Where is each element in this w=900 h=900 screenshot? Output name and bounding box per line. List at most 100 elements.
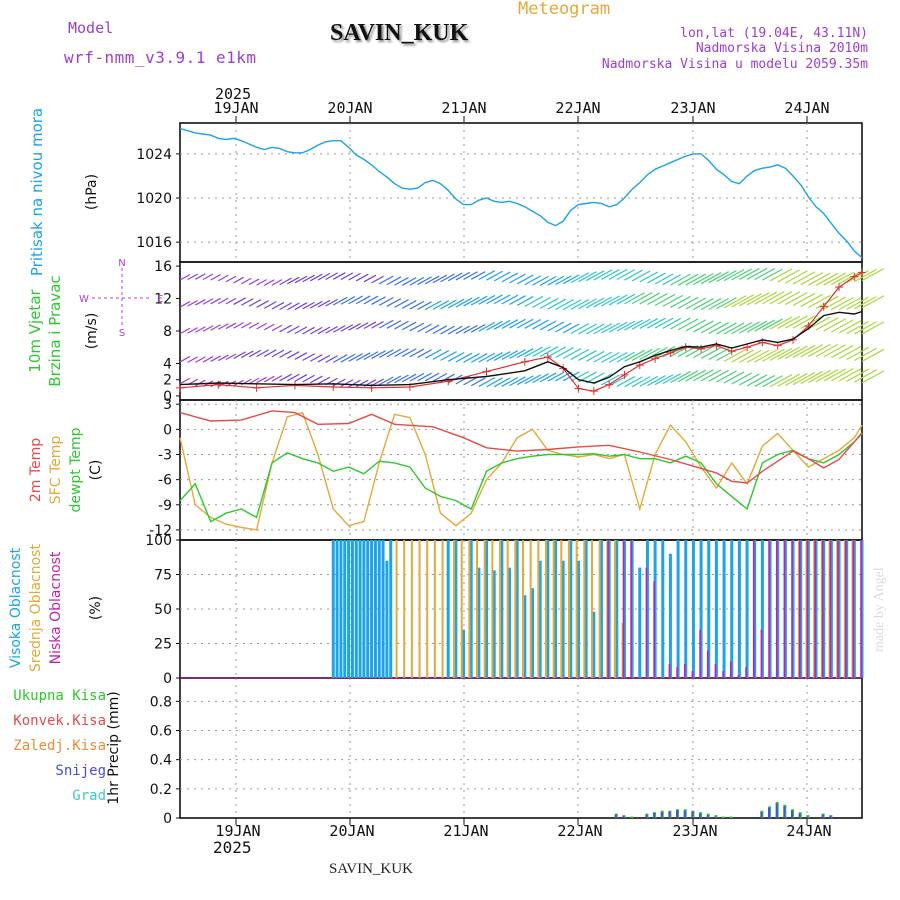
wind-barb — [516, 318, 534, 329]
wind-barb — [470, 323, 486, 333]
wind-barb — [256, 279, 267, 286]
wind-barb — [493, 319, 511, 330]
wind-barb — [225, 275, 237, 283]
wind-barb — [639, 271, 659, 283]
wind-barb — [585, 297, 605, 309]
wind-speed-line — [179, 310, 863, 387]
wind-barb — [800, 272, 823, 286]
wind-barb — [769, 347, 793, 361]
wind-barb — [739, 267, 760, 280]
wind-barb — [233, 297, 246, 305]
wind-barb — [225, 297, 237, 305]
wind-barb — [386, 276, 402, 286]
precip-bar-snow — [699, 813, 702, 818]
wind-barb — [225, 322, 237, 330]
wind-barb — [470, 295, 488, 306]
lonlat-info: lon,lat (19.04E, 43.11N) — [680, 26, 868, 41]
label-temp-sfc: SFC Temp — [48, 436, 64, 505]
precip-legend-2: Zaledj.Kisa — [13, 738, 106, 754]
wind-barb — [248, 349, 262, 358]
wind-barb — [401, 321, 417, 331]
wind-barb — [723, 348, 747, 362]
x-tick-bottom: 19JAN — [215, 822, 260, 840]
wind-barb — [739, 293, 762, 307]
wind-barb — [424, 349, 442, 359]
wind-barb — [631, 318, 651, 330]
wind-barb — [440, 351, 457, 361]
wind-barb — [218, 380, 229, 388]
wind-barb — [662, 373, 682, 385]
wind-barb — [248, 299, 262, 307]
wind-barb — [478, 352, 496, 363]
wind-barb — [754, 268, 776, 281]
wind-barb — [792, 292, 816, 306]
wind-barb — [286, 351, 300, 359]
wind-barb — [539, 275, 557, 286]
wind-barb — [195, 273, 206, 280]
wind-barb — [348, 379, 361, 388]
label-precip: 1hr Precip (mm) — [106, 691, 122, 804]
wind-barb — [777, 373, 800, 387]
wind-barb — [777, 269, 800, 283]
wind-barb — [639, 347, 661, 360]
wind-barb — [854, 296, 877, 310]
wind-barb — [432, 325, 448, 335]
wind-barb — [233, 276, 244, 284]
wind-barb — [700, 346, 722, 359]
wind-barb — [486, 294, 503, 305]
unit-clouds: (%) — [88, 596, 104, 620]
wind-barb — [325, 298, 338, 307]
wind-barb — [332, 325, 346, 333]
wind-barb — [700, 272, 722, 285]
wind-gust-marker — [214, 380, 223, 389]
wind-barb — [846, 296, 869, 310]
precip-bar-total — [806, 815, 810, 818]
precip-bar-snow — [768, 807, 771, 818]
x-tick-top: 23JAN — [670, 99, 715, 117]
model-name: wrf-nmm_v3.9.1 e1km — [64, 48, 257, 67]
wind-gust-line — [179, 272, 863, 392]
wind-barb — [286, 302, 300, 311]
wind-barb — [179, 355, 191, 363]
precip-bar-snow — [645, 814, 648, 818]
wind-barb — [302, 301, 315, 310]
wind-barb — [746, 292, 770, 306]
wind-barb — [570, 272, 590, 284]
wind-barb — [616, 293, 636, 305]
wind-barb — [532, 275, 549, 286]
wind-barb — [838, 270, 862, 285]
wind-barb — [555, 347, 574, 359]
wind-barb — [332, 378, 346, 387]
y-tick-temp: -12 — [149, 523, 172, 539]
wind-barb — [317, 376, 331, 385]
wind-barb — [585, 270, 605, 282]
wind-barb — [647, 317, 666, 329]
wind-barb — [739, 321, 760, 334]
wind-barb — [378, 275, 394, 285]
wind-gust-marker — [850, 272, 859, 281]
wind-barb — [478, 270, 496, 281]
wind-barb — [570, 370, 590, 382]
wind-barb — [241, 277, 252, 285]
y-tick-precip: 0.4 — [150, 753, 172, 769]
wind-barb — [455, 352, 473, 363]
x-tick-top: 22JAN — [555, 99, 600, 117]
wind-barb — [539, 320, 557, 331]
wind-barb — [562, 299, 582, 311]
wind-barb — [746, 320, 768, 333]
wind-barb — [401, 300, 417, 309]
wind-barb — [463, 353, 480, 363]
y-tick-temp: -6 — [158, 473, 172, 489]
wind-barb — [509, 349, 526, 359]
wind-barb — [861, 370, 885, 384]
wind-barb — [593, 269, 613, 281]
wind-barb — [294, 302, 308, 310]
wind-barb — [394, 348, 409, 357]
wind-barb — [355, 295, 371, 305]
wind-gust-marker — [858, 268, 866, 277]
wind-barb — [555, 322, 572, 333]
wind-barb — [654, 374, 674, 386]
wind-barb — [248, 278, 260, 286]
wind-barb — [685, 273, 707, 286]
y-tick-pressure: 1020 — [136, 191, 172, 207]
